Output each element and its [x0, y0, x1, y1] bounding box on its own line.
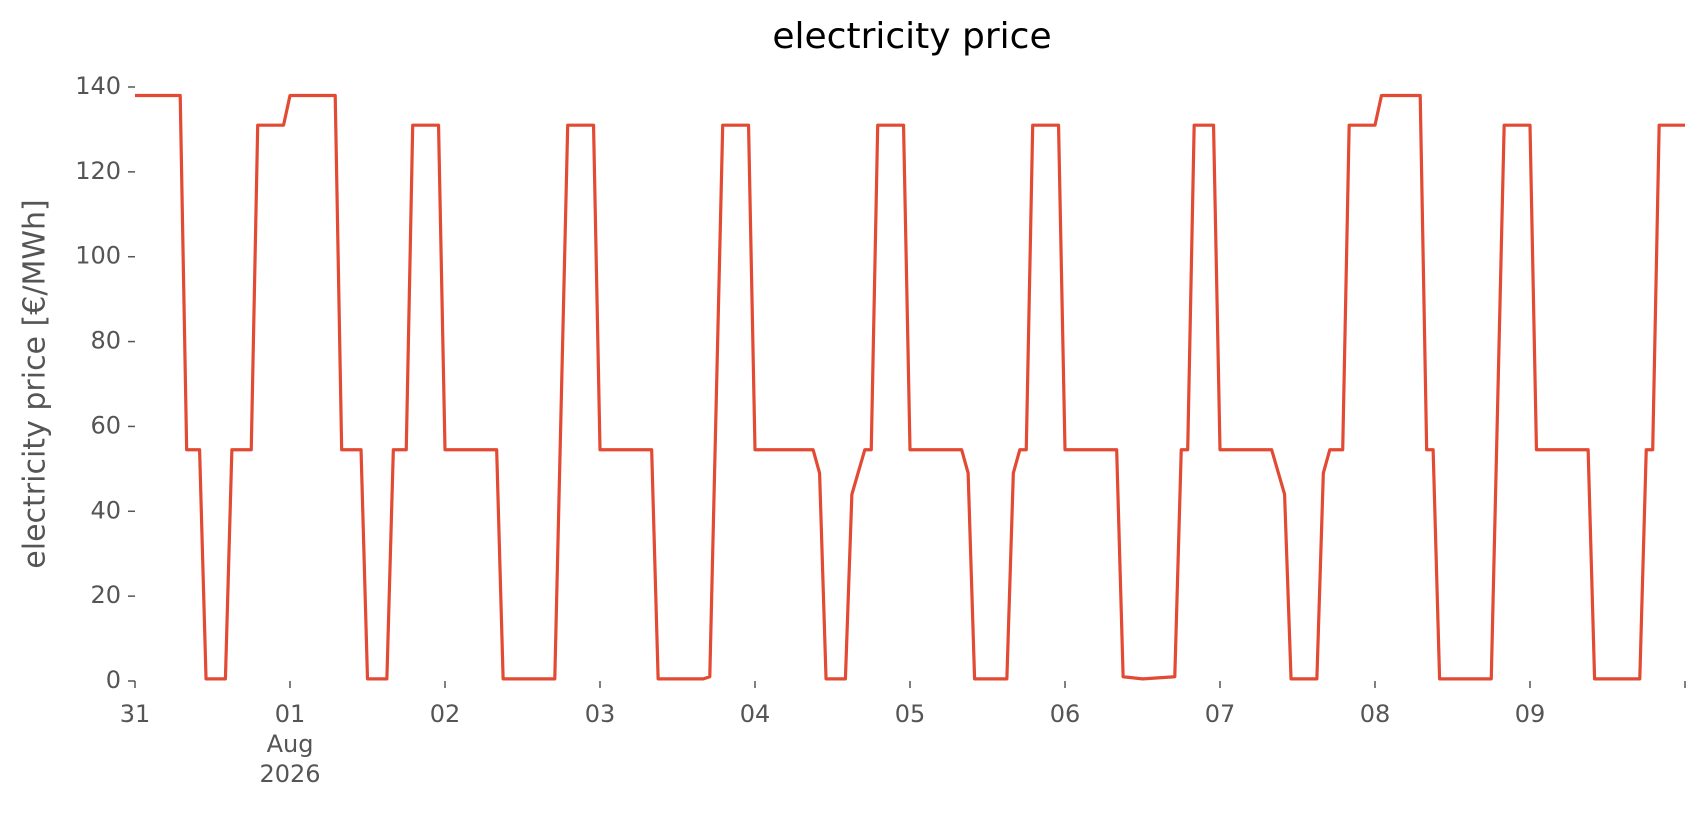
x-tick-label: 09	[1515, 700, 1546, 728]
y-tick-label: 20	[90, 581, 121, 609]
x-tick-label: 31	[120, 700, 151, 728]
x-tick-label: 04	[740, 700, 771, 728]
y-tick-label: 40	[90, 496, 121, 524]
y-tick-label: 80	[90, 327, 121, 355]
x-tick-label: 05	[895, 700, 926, 728]
x-tick-label: 03	[585, 700, 616, 728]
y-axis-label: electricity price [€/MWh]	[18, 199, 53, 568]
x-tick-label: 02	[430, 700, 461, 728]
x-tick-label: 08	[1360, 700, 1391, 728]
y-tick-label: 100	[75, 242, 121, 270]
y-tick-label: 140	[75, 72, 121, 100]
y-tick-label: 120	[75, 157, 121, 185]
x-tick-label: 06	[1050, 700, 1081, 728]
price-line	[135, 93, 1685, 681]
x-tick-label: 01 Aug 2026	[259, 700, 320, 788]
y-tick-label: 0	[106, 666, 121, 694]
y-tick-label: 60	[90, 411, 121, 439]
chart-title: electricity price	[772, 16, 1051, 57]
x-tick-label: 07	[1205, 700, 1236, 728]
